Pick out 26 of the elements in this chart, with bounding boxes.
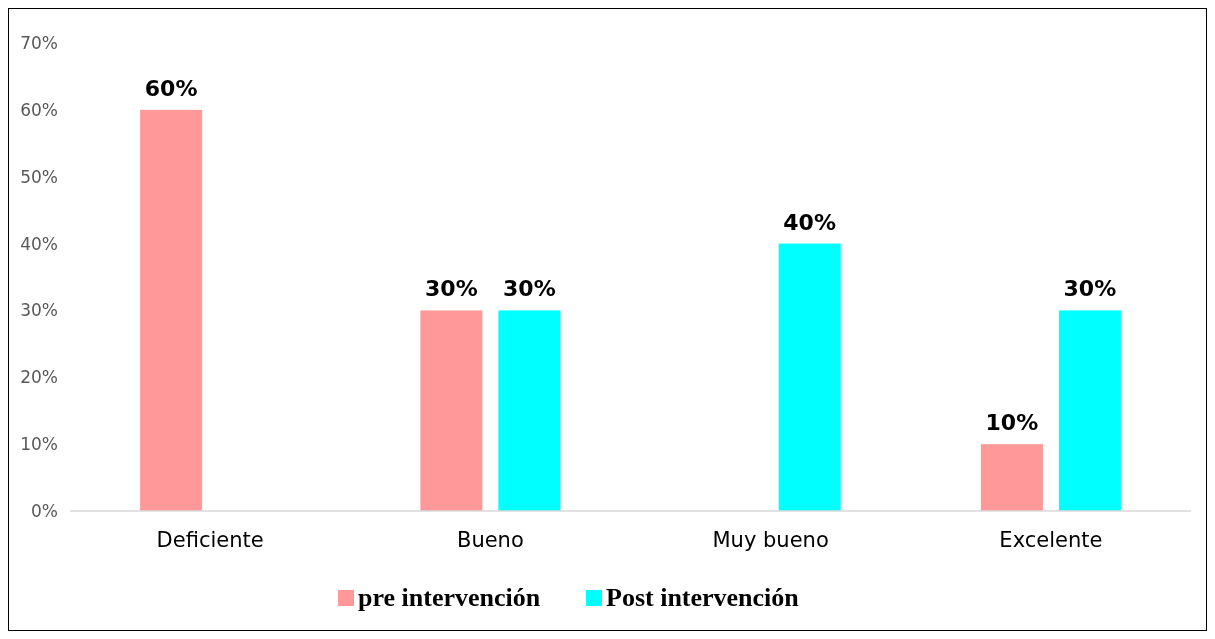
- legend-label: Post intervención: [606, 583, 800, 612]
- bar: [420, 310, 483, 511]
- x-tick-label: Bueno: [456, 528, 524, 552]
- data-label: 30%: [425, 276, 478, 302]
- bar: [140, 109, 203, 511]
- y-tick-label: 10%: [20, 434, 58, 455]
- data-label: 30%: [503, 276, 556, 302]
- data-label: 10%: [985, 410, 1039, 436]
- x-tick-label: Excelente: [999, 528, 1103, 552]
- legend-label: pre intervención: [358, 583, 541, 612]
- y-tick-label: 60%: [20, 99, 58, 120]
- data-label: 60%: [144, 75, 198, 101]
- y-tick-label: 70%: [20, 32, 58, 53]
- y-tick-label: 20%: [20, 367, 58, 388]
- x-tick-label: Muy bueno: [712, 528, 829, 552]
- y-tick-label: 30%: [20, 300, 58, 321]
- data-label: 40%: [783, 209, 836, 235]
- bar: [778, 243, 841, 511]
- bar: [980, 444, 1043, 511]
- y-tick-label: 40%: [20, 233, 58, 254]
- x-tick-label: Deficiente: [156, 528, 264, 552]
- y-tick-label: 50%: [20, 166, 58, 187]
- bar: [1058, 310, 1121, 511]
- bar: [498, 310, 561, 511]
- y-tick-label: 0%: [31, 500, 58, 521]
- data-label: 30%: [1063, 276, 1117, 302]
